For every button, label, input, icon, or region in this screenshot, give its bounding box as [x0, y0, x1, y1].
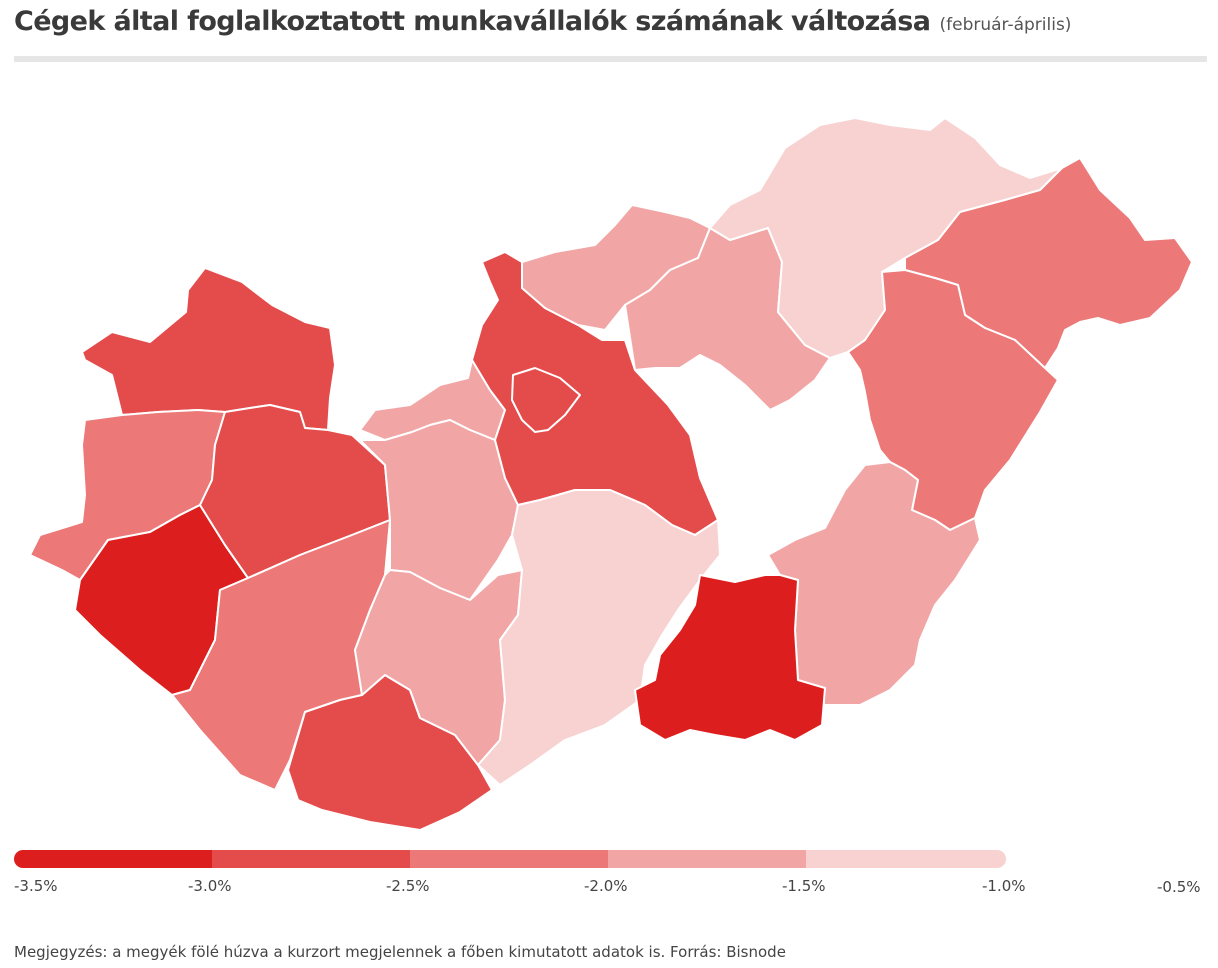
title-divider — [14, 56, 1207, 62]
chart-title: Cégek által foglalkoztatott munkavállaló… — [14, 6, 931, 37]
chart-subtitle: (február-április) — [939, 15, 1072, 35]
legend-tick-label: -1.0% — [982, 877, 1026, 895]
legend-tick-label: -1.5% — [782, 877, 826, 895]
legend-tick-label: -2.0% — [584, 877, 628, 895]
legend-tick-label: -3.5% — [14, 877, 58, 895]
legend-tick-label: -2.5% — [386, 877, 430, 895]
county-csongrad[interactable] — [634, 574, 826, 741]
county-gyor-moson-sopron[interactable] — [81, 267, 336, 431]
county-budapest[interactable] — [511, 367, 581, 433]
legend-bin-3 — [410, 850, 608, 868]
county-fejer[interactable] — [359, 419, 519, 601]
legend-tick-label: -0.5% — [1157, 878, 1201, 896]
legend-bin-5 — [806, 850, 1006, 868]
legend-tick-label: -3.0% — [188, 877, 232, 895]
color-legend: -3.5% -3.0% -2.5% -2.0% -1.5% -1.0% -0.5… — [14, 850, 1214, 900]
footnote: Megjegyzés: a megyék fölé húzva a kurzor… — [14, 943, 786, 961]
legend-bin-2 — [212, 850, 410, 868]
legend-bin-4 — [608, 850, 806, 868]
county-bacs-kiskun[interactable] — [477, 489, 721, 786]
legend-bin-1 — [14, 850, 212, 868]
header: Cégek által foglalkoztatott munkavállaló… — [14, 6, 1071, 37]
